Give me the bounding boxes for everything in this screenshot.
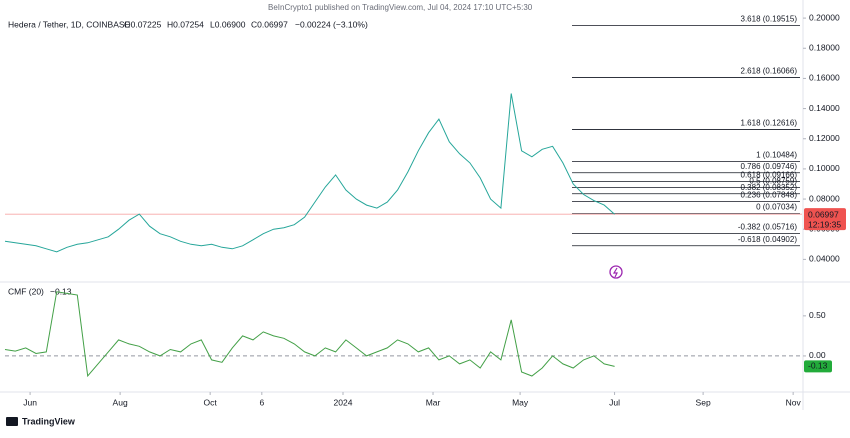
countdown: 12:19:35 [808,219,841,229]
x-tick-label: May [512,397,529,407]
fib-label: 0.236 (0.07848) [741,190,798,199]
y-tick-label: 0.04000 [809,254,840,264]
fib-label: 0.786 (0.09746) [741,162,798,171]
ohlc-value: L0.06900 [210,19,246,29]
x-tick-label: 6 [259,397,264,407]
lightning-icon[interactable] [609,265,623,279]
y-tick-label: 0.10000 [809,163,840,173]
y-tick-label: 0.12000 [809,133,840,143]
y-tick-label: 0.08000 [809,193,840,203]
y-tick-label: 0.18000 [809,43,840,53]
y-tick-label: 0.14000 [809,103,840,113]
fib-label: 2.618 (0.16066) [741,67,798,76]
fib-label: 1.618 (0.12616) [741,119,798,128]
y-tick-label: 0.20000 [809,12,840,22]
x-tick-label: Sep [696,397,711,407]
symbol: Hedera / Tether, 1D, COINBASE [8,19,131,29]
x-tick-label: Jul [609,397,620,407]
brand-logo[interactable]: TradingView [6,416,76,426]
y-tick-label: 0.16000 [809,73,840,83]
last-price-text: 0.06997 [808,209,839,219]
fib-label: 1 (0.10484) [756,151,797,160]
x-tick-label: Oct [204,397,218,407]
x-tick-label: 2024 [334,397,353,407]
icon-ring[interactable] [609,265,623,279]
x-tick-label: Jun [23,397,37,407]
x-tick-label: Mar [426,397,441,407]
indicator-title: CMF (20) [8,286,44,296]
ohlc-value: C0.06997 [251,19,288,29]
brand-name[interactable]: TradingView [22,416,76,426]
x-tick-label: Aug [113,397,128,407]
ohlc-value: −0.00224 (−3.10%) [295,19,368,29]
indicator-tag-text: -0.13 [808,361,828,371]
ohlc-value: H0.07254 [167,19,204,29]
fib-label: 0 (0.07034) [756,203,797,212]
fib-label: 0.618 (0.09166) [741,171,798,180]
fib-label: 3.618 (0.19515) [741,15,798,24]
ohlc-value: O0.07225 [124,19,162,29]
price-line [4,93,615,253]
publisher: BeInCrypto1 published on TradingView.com… [268,3,533,12]
y-tick-label: 0.00 [809,350,826,360]
icon-bolt[interactable] [612,267,618,278]
fib-label: -0.382 (0.05716) [738,223,797,232]
last-price-tag [804,208,846,231]
y-tick-label: 0.50 [809,310,826,320]
fib-label: 0.5 (0.08759) [749,177,797,186]
cmf-line [4,291,615,378]
indicator-tag [804,360,832,373]
indicator-value: −0.13 [50,286,72,296]
x-tick-label: Nov [786,397,802,407]
logo-mark[interactable] [6,417,18,426]
fib-label: 0.382 (0.08352) [741,183,798,192]
fib-label: -0.618 (0.04902) [738,235,797,244]
